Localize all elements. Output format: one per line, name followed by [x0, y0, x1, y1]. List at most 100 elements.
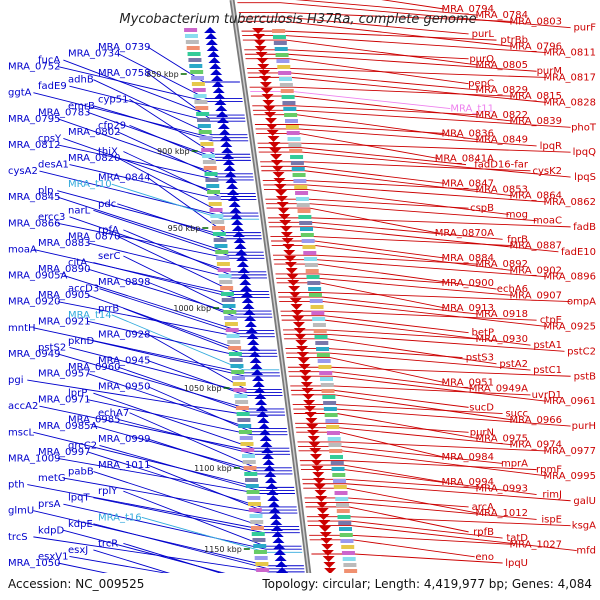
- gene-label-right[interactable]: MRA_0907: [510, 290, 562, 301]
- gene-label-left[interactable]: MRA_0845: [8, 192, 60, 203]
- gene-label-left[interactable]: MRA_0997: [38, 447, 90, 458]
- gene-label-left[interactable]: MRA_0950: [98, 382, 150, 393]
- gene-label-right[interactable]: rimJ: [542, 490, 562, 501]
- gene-label-right[interactable]: MRA_0870A: [435, 228, 494, 239]
- gene-label-left[interactable]: MRA_0957: [38, 369, 90, 380]
- gene-label-right[interactable]: MRA_0784: [476, 10, 528, 21]
- gene-label-right[interactable]: tatD: [506, 533, 528, 544]
- gene-label-right[interactable]: MRA_0966: [510, 415, 562, 426]
- gene-label-right[interactable]: lpqU: [505, 558, 528, 569]
- gene-label-right[interactable]: purH: [572, 421, 596, 432]
- gene-label-left[interactable]: pknD: [68, 336, 94, 347]
- gene-label-right[interactable]: cspB: [470, 203, 494, 214]
- gene-label-right[interactable]: MRA_0896: [544, 272, 596, 283]
- gene-label-right[interactable]: MRA_0862: [544, 197, 596, 208]
- gene-label-left[interactable]: MRA_0734: [68, 49, 120, 60]
- gene-label-left[interactable]: MRA_0795: [8, 114, 60, 125]
- gene-label-left[interactable]: MRA_0783: [38, 107, 90, 118]
- gene-label-right[interactable]: MRA_0829: [476, 85, 528, 96]
- gene-label-left[interactable]: grcC2: [68, 440, 97, 451]
- gene-label-left[interactable]: cysA2: [8, 166, 38, 177]
- gene-label-right[interactable]: arcA: [472, 502, 495, 513]
- gene-label-left[interactable]: fadE9: [38, 81, 67, 92]
- gene-label-right[interactable]: MRA_0961: [544, 396, 596, 407]
- gene-label-right[interactable]: mfd: [576, 546, 596, 557]
- gene-label-right[interactable]: purQ: [469, 54, 494, 65]
- gene-label-left[interactable]: plp: [38, 186, 53, 197]
- gene-label-right[interactable]: ksgA: [572, 521, 596, 532]
- gene-label-left[interactable]: kdpE: [68, 519, 93, 530]
- gene-label-right[interactable]: moaC: [533, 216, 562, 227]
- gene-label-right[interactable]: ctpE: [540, 315, 562, 326]
- gene-label-right[interactable]: rpfB: [473, 527, 494, 538]
- gene-label-right[interactable]: MRA_0984: [442, 452, 494, 463]
- gene-label-left[interactable]: esxV1: [38, 551, 68, 562]
- gene-label-left[interactable]: MRA_1050: [8, 558, 60, 569]
- gene-label-right[interactable]: MRA_t11: [450, 104, 494, 115]
- gene-label-left[interactable]: desA1: [38, 160, 69, 171]
- gene-label-right[interactable]: MRA_0841A: [435, 153, 494, 164]
- gene-label-left[interactable]: MRA_0870: [68, 231, 120, 242]
- gene-label-right[interactable]: purF: [573, 23, 596, 34]
- gene-label-right[interactable]: MRA_0822: [476, 110, 528, 121]
- gene-label-right[interactable]: pstA2: [499, 359, 528, 370]
- gene-label-right[interactable]: MRA_0817: [544, 72, 596, 83]
- gene-label-right[interactable]: MRA_0977: [544, 446, 596, 457]
- gene-label-right[interactable]: MRA_0995: [544, 471, 596, 482]
- gene-label-right[interactable]: purN: [470, 427, 494, 438]
- gene-label-right[interactable]: MRA_0839: [510, 116, 562, 127]
- gene-label-left[interactable]: MRA_0920: [8, 297, 60, 308]
- gene-label-right[interactable]: MRA_0849: [476, 135, 528, 146]
- gene-label-right[interactable]: MRA_0949A: [469, 384, 528, 395]
- gene-label-left[interactable]: prrB: [98, 303, 119, 314]
- gene-label-left[interactable]: narL: [68, 205, 91, 216]
- gene-label-left[interactable]: ggtA: [8, 88, 32, 99]
- gene-label-left[interactable]: MRA_0844: [98, 173, 150, 184]
- gene-label-left[interactable]: MRA_0812: [8, 140, 60, 151]
- gene-label-right[interactable]: pstA1: [533, 340, 562, 351]
- gene-label-left[interactable]: MRA_0985: [68, 414, 120, 425]
- gene-label-right[interactable]: MRA_0925: [544, 321, 596, 332]
- gene-label-left[interactable]: MRA_t10: [68, 179, 112, 190]
- gene-label-right[interactable]: fadB: [573, 222, 596, 233]
- gene-label-right[interactable]: purM: [537, 66, 562, 77]
- gene-label-left[interactable]: accD3: [68, 284, 99, 295]
- gene-label-left[interactable]: mntH: [8, 323, 36, 334]
- gene-label-left[interactable]: MRA_0999: [98, 434, 150, 445]
- gene-label-right[interactable]: ompA: [567, 297, 596, 308]
- gene-label-left[interactable]: ercc3: [38, 212, 65, 223]
- gene-label-right[interactable]: mprA: [501, 458, 528, 469]
- gene-label-right[interactable]: MRA_0853: [476, 185, 528, 196]
- gene-label-left[interactable]: pdc: [98, 199, 116, 210]
- gene-label-right[interactable]: purL: [472, 29, 495, 40]
- gene-label-left[interactable]: MRA_t16: [98, 512, 142, 523]
- gene-label-left[interactable]: lpqT: [68, 493, 90, 504]
- gene-label-left[interactable]: MRA_0883: [38, 238, 90, 249]
- gene-label-left[interactable]: MRA_0890: [38, 264, 90, 275]
- gene-label-left[interactable]: pth: [8, 480, 25, 491]
- gene-label-right[interactable]: pstC2: [567, 346, 596, 357]
- gene-label-left[interactable]: rplY: [98, 486, 118, 497]
- gene-label-right[interactable]: cysK2: [532, 166, 562, 177]
- gene-label-left[interactable]: MRA_0905: [38, 290, 90, 301]
- gene-label-right[interactable]: pstS3: [466, 353, 494, 364]
- gene-label-left[interactable]: MRA_0960: [68, 362, 120, 373]
- gene-label-left[interactable]: MRA_0758: [98, 68, 150, 79]
- gene-label-right[interactable]: MRA_0864: [510, 191, 562, 202]
- gene-label-left[interactable]: MRA_0802: [68, 127, 120, 138]
- gene-label-left[interactable]: MRA_0949: [8, 349, 60, 360]
- gene-label-right[interactable]: MRA_0994: [442, 477, 494, 488]
- gene-label-right[interactable]: MRA_0805: [476, 60, 528, 71]
- gene-label-left[interactable]: serC: [98, 251, 120, 262]
- gene-label-left[interactable]: fucA: [38, 55, 60, 66]
- gene-label-right[interactable]: MRA_0918: [476, 309, 528, 320]
- gene-label-right[interactable]: lpqR: [540, 141, 562, 152]
- gene-label-left[interactable]: trcS: [8, 532, 28, 543]
- gene-label-right[interactable]: echA6: [497, 284, 528, 295]
- gene-label-right[interactable]: pepC: [468, 79, 494, 90]
- gene-label-right[interactable]: betP: [472, 328, 494, 339]
- gene-label-left[interactable]: citA: [68, 258, 87, 269]
- gene-label-right[interactable]: MRA_0794: [442, 4, 494, 15]
- gene-label-right[interactable]: eno: [475, 552, 494, 563]
- gene-label-right[interactable]: uvrD1: [532, 390, 562, 401]
